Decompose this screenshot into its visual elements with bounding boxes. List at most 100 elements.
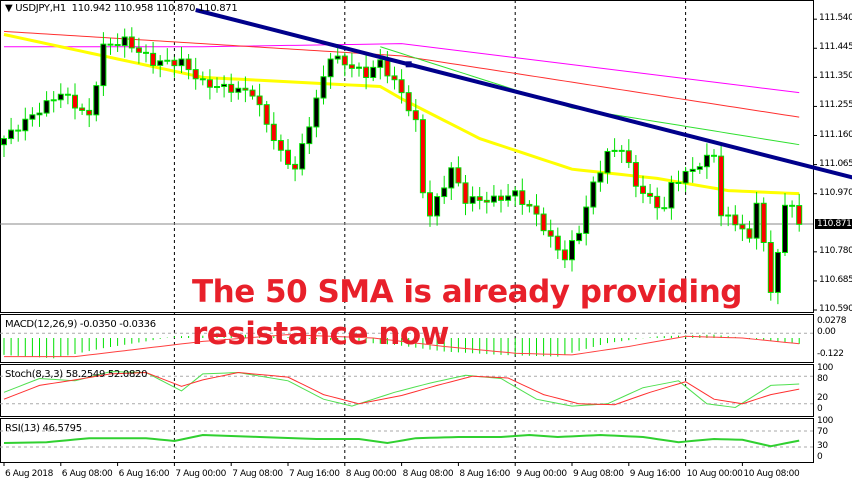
bull-candle [441,187,448,198]
ma-magenta-line [4,43,800,94]
price-axis-label: 111.255 [819,100,852,111]
high-value: 110.958 [113,3,154,14]
price-axis-label: 110.970 [819,187,852,198]
bull-candle [774,251,781,293]
rsi-axis-label: 0 [817,452,823,462]
bull-candle [689,168,696,172]
bear-candle [789,204,796,207]
time-axis-label: 7 Aug 16:00 [289,469,340,479]
bear-candle [341,55,348,66]
bear-candle [64,93,71,96]
bear-candle [150,52,157,66]
rsi-axis-label: 100 [817,416,833,426]
bear-candle [732,214,739,226]
bear-candle [419,119,426,194]
bear-candle [128,36,135,49]
bear-candle [540,213,547,232]
annotation-line-2: resistance now [192,316,449,352]
bear-candle [476,196,483,201]
macd-axis-label: 0.0278 [817,316,847,326]
time-axis-label: 10 Aug 00:00 [686,469,743,479]
bear-candle [519,190,526,205]
bull-candle [448,167,455,189]
bear-candle [675,182,682,185]
stoch-label: Stoch(8,3,3) 58.2549 52.0820 [5,369,148,380]
bull-candle [334,55,341,60]
bear-candle [15,129,22,132]
bull-candle [782,204,788,253]
collapse-triangle-icon[interactable]: ▼ [5,3,13,14]
bear-candle [285,149,291,165]
bull-candle [703,154,710,168]
bear-candle [192,69,199,80]
bear-candle [185,58,192,71]
bull-candle [668,182,675,209]
trendline-anchor [405,61,412,68]
sma50-line [3,33,800,196]
time-axis-label: 8 Aug 08:00 [402,469,454,479]
bear-candle [86,109,93,116]
bear-candle [483,199,490,203]
bear-candle [625,150,632,164]
ma-green-line [380,46,800,146]
bear-candle [498,195,504,201]
rsi-label: RSI(13) 46.5795 [5,423,82,434]
panel-frame-0 [0,0,814,313]
bull-candle [725,214,732,217]
symbol-label: USDJPY,H1 [15,3,66,14]
bear-candle [256,95,263,106]
bull-candle [299,143,306,170]
bull-candle [377,59,384,68]
bear-candle [767,242,774,293]
price-axis-label: 110.590 [819,304,852,314]
bear-candle [398,79,405,94]
bear-candle [277,140,284,151]
price-axis-label: 111.540 [819,13,852,24]
bear-candle [462,182,469,204]
bear-candle [760,202,767,244]
bull-candle [100,43,107,87]
price-axis-label: 111.445 [819,42,852,53]
bull-candle [121,36,128,47]
bear-candle [739,224,746,230]
bear-candle [526,203,533,207]
time-axis-label: 6 Aug 2018 [5,469,53,479]
bear-candle [206,79,213,88]
bear-candle [632,162,639,187]
bull-candle [590,181,597,208]
bear-candle [79,107,86,111]
bull-candle [434,196,441,217]
bull-candle [1,138,7,146]
close-value: 110.871 [198,3,238,14]
bear-candle [654,195,661,209]
bull-candle [569,240,575,261]
bear-candle [135,47,142,53]
bull-candle [29,114,36,120]
time-axis-label: 9 Aug 00:00 [516,469,567,479]
symbol-header: ▼ USDJPY,H1 110.942 110.958 110.870 110.… [5,3,238,14]
bear-candle [242,87,249,91]
rsi-axis-label: 30 [817,441,828,451]
bull-candle [370,66,377,78]
bear-candle [618,149,625,152]
macd-label: MACD(12,26,9) -0.0350 -0.0336 [5,319,156,330]
stoch-axis-label: 0 [817,404,823,414]
bull-candle [8,129,15,140]
bear-candle [718,155,725,217]
bull-candle [583,206,590,234]
bull-candle [43,100,50,114]
price-axis-label: 111.350 [819,71,852,82]
open-value: 110.942 [71,3,112,14]
bull-candle [235,87,242,93]
price-axis-label: 111.065 [819,158,852,169]
bull-candle [214,86,220,89]
bear-candle [363,66,370,78]
stoch-axis-label: 100 [817,363,833,373]
bear-candle [143,51,149,54]
macd-signal-line [4,334,800,358]
bull-candle [469,196,476,204]
bear-candle [199,78,206,81]
time-axis-label: 9 Aug 16:00 [629,469,681,479]
bull-candle [490,195,497,203]
